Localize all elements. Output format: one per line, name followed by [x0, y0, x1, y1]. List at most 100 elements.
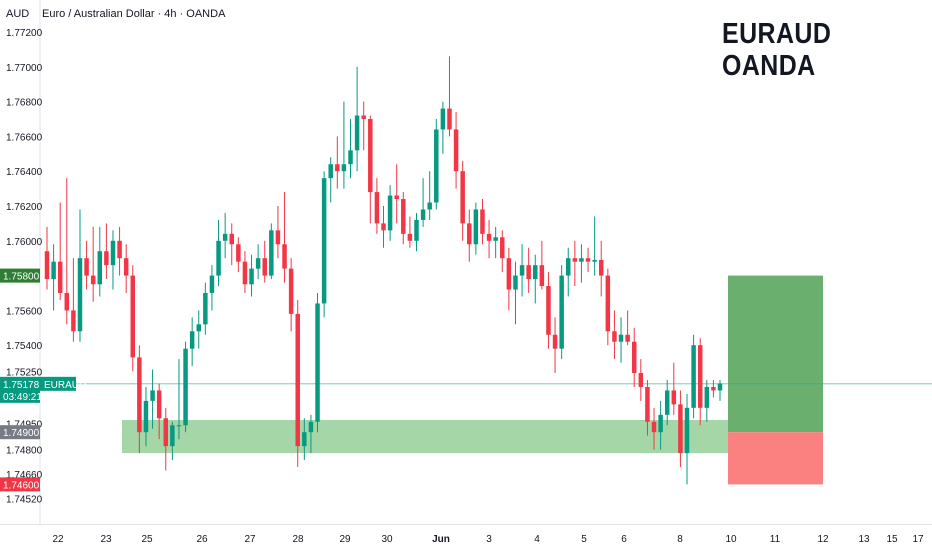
candle[interactable] — [222, 212, 228, 259]
price-scale[interactable]: 1.77200 1.77000 1.76800 1.76600 1.76400 1.762… — [6, 28, 43, 505]
candle[interactable] — [282, 192, 287, 283]
candle[interactable] — [658, 400, 663, 450]
candle[interactable] — [156, 383, 162, 440]
candle[interactable] — [480, 199, 485, 245]
candle[interactable] — [460, 160, 465, 241]
candle[interactable] — [110, 230, 116, 290]
candle[interactable] — [361, 101, 366, 151]
candle[interactable] — [704, 380, 710, 422]
candle[interactable] — [453, 112, 459, 189]
candle[interactable] — [467, 209, 472, 262]
candle[interactable] — [506, 247, 512, 311]
candle[interactable] — [579, 244, 584, 283]
candle[interactable] — [697, 338, 703, 426]
candle[interactable] — [387, 185, 393, 241]
candle[interactable] — [678, 390, 683, 467]
target-price-tag[interactable]: 1.75800 — [0, 268, 40, 283]
candle[interactable] — [605, 268, 611, 346]
candle[interactable] — [57, 202, 63, 300]
candle[interactable] — [203, 282, 208, 335]
candle[interactable] — [486, 219, 492, 259]
candle[interactable] — [315, 293, 320, 433]
candle[interactable] — [612, 310, 617, 360]
candle[interactable] — [526, 247, 531, 293]
candle[interactable] — [671, 362, 677, 415]
candle[interactable] — [691, 334, 696, 419]
candle[interactable] — [493, 226, 498, 259]
candle[interactable] — [51, 244, 56, 311]
candle[interactable] — [288, 258, 294, 332]
candle[interactable] — [249, 254, 254, 297]
candle[interactable] — [189, 317, 195, 367]
candle[interactable] — [539, 240, 545, 290]
stop-price-tag[interactable]: 1.74600 — [0, 477, 40, 492]
candle[interactable] — [295, 299, 300, 467]
candle[interactable] — [262, 240, 267, 283]
candle[interactable] — [434, 119, 439, 210]
candle[interactable] — [321, 171, 327, 318]
candle[interactable] — [209, 265, 215, 311]
candle[interactable] — [328, 157, 333, 203]
candle[interactable] — [150, 369, 155, 429]
candle[interactable] — [44, 226, 50, 290]
candle[interactable] — [130, 265, 136, 372]
candle[interactable] — [585, 247, 591, 273]
candle[interactable] — [368, 115, 373, 224]
candle[interactable] — [473, 202, 479, 255]
target-zone[interactable] — [728, 275, 823, 433]
candle[interactable] — [625, 310, 630, 346]
candle[interactable] — [176, 359, 182, 440]
candle[interactable] — [170, 421, 175, 461]
candle[interactable] — [196, 310, 201, 349]
candle[interactable] — [335, 136, 340, 189]
candle[interactable] — [559, 265, 564, 360]
candle[interactable] — [533, 254, 538, 304]
candle[interactable] — [71, 258, 76, 342]
candle[interactable] — [216, 219, 221, 287]
candle[interactable] — [711, 380, 716, 398]
candle[interactable] — [645, 380, 650, 436]
candle[interactable] — [598, 240, 604, 297]
candle[interactable] — [163, 407, 169, 471]
candle[interactable] — [308, 414, 314, 454]
candle[interactable] — [183, 341, 188, 433]
candle[interactable] — [572, 240, 578, 287]
candle[interactable] — [275, 206, 281, 259]
candle[interactable] — [242, 251, 248, 293]
candle[interactable] — [394, 164, 399, 224]
candle[interactable] — [255, 244, 261, 280]
candle[interactable] — [427, 171, 432, 220]
candle[interactable] — [664, 380, 670, 426]
candle[interactable] — [341, 101, 347, 189]
candle[interactable] — [401, 192, 406, 245]
candle[interactable] — [354, 66, 360, 172]
candle[interactable] — [566, 247, 571, 297]
candle[interactable] — [414, 212, 419, 252]
candle[interactable] — [143, 386, 149, 447]
candle[interactable] — [77, 209, 83, 342]
candle[interactable] — [269, 223, 274, 280]
candle[interactable] — [123, 244, 129, 293]
candle[interactable] — [519, 244, 525, 297]
candle[interactable] — [618, 317, 624, 363]
candle[interactable] — [592, 216, 597, 276]
candle[interactable] — [631, 327, 637, 387]
candle[interactable] — [302, 418, 307, 461]
candle[interactable] — [552, 317, 558, 374]
candle[interactable] — [64, 178, 70, 325]
candle[interactable] — [440, 101, 446, 154]
candle[interactable] — [236, 237, 241, 273]
candle[interactable] — [137, 345, 142, 454]
candle[interactable] — [447, 56, 452, 137]
symbol-title[interactable]: Euro / Australian Dollar · 4h · OANDA — [42, 8, 226, 20]
candle[interactable] — [97, 226, 103, 297]
candle[interactable] — [229, 223, 234, 266]
long-position-tool[interactable] — [728, 275, 823, 485]
stop-zone[interactable] — [728, 432, 823, 485]
candle[interactable] — [420, 178, 426, 227]
candle[interactable] — [381, 206, 386, 248]
entry-price-tag[interactable]: 1.74900 — [0, 425, 40, 440]
candle[interactable] — [117, 226, 122, 276]
